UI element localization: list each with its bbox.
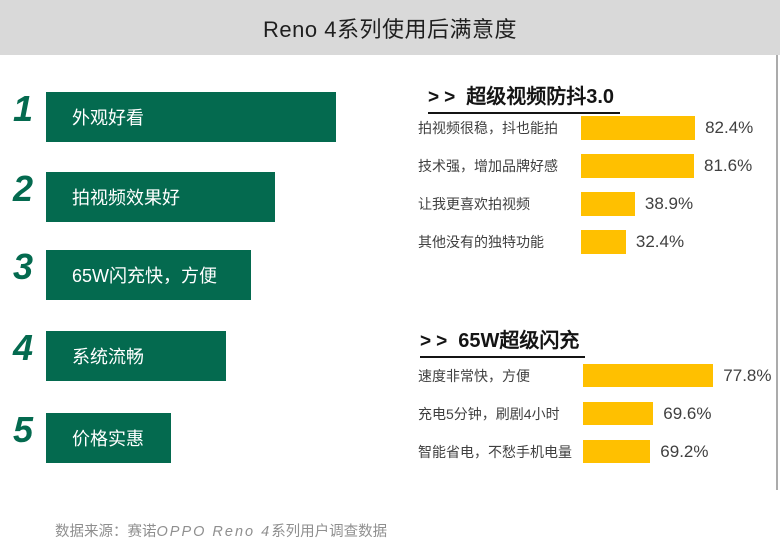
section-heading-text: 超级视频防抖3.0 xyxy=(466,86,615,108)
chart-row: 技术强，增加品牌好感 81.6% xyxy=(418,154,752,178)
data-bar xyxy=(583,402,654,425)
ranking-label: 系统流畅 xyxy=(72,347,144,367)
data-bar xyxy=(581,154,694,178)
ranking-row: 1 外观好看 xyxy=(0,88,336,142)
chart-row: 智能省电，不愁手机电量 69.2% xyxy=(418,440,709,463)
page-title: Reno 4系列使用后满意度 xyxy=(263,16,517,42)
ranking-bar: 外观好看 xyxy=(46,92,336,142)
data-bar xyxy=(581,230,626,254)
rank-number: 3 xyxy=(12,246,34,287)
source-suffix: 系列用户调查数据 xyxy=(271,524,388,540)
bar-label: 充电5分钟，刷剧4小时 xyxy=(418,405,560,422)
chevrons-icon: >> xyxy=(428,87,461,108)
rank-number: 4 xyxy=(12,327,34,368)
ranking-bar: 价格实惠 xyxy=(46,413,171,463)
ranking-label: 外观好看 xyxy=(72,108,144,128)
chevrons-icon: >> xyxy=(420,331,453,352)
ranking-row: 2 拍视频效果好 xyxy=(0,168,275,222)
data-bar xyxy=(581,116,696,140)
ranking-row: 4 系统流畅 xyxy=(0,327,226,381)
bar-label: 让我更喜欢拍视频 xyxy=(418,196,530,212)
ranking-label: 拍视频效果好 xyxy=(72,188,180,208)
ranking-bar: 拍视频效果好 xyxy=(46,172,275,222)
value-label: 69.2% xyxy=(660,441,709,461)
data-bar xyxy=(581,192,635,216)
ranking-bar: 系统流畅 xyxy=(46,331,226,381)
source-product-name: OPPO Reno 4 xyxy=(156,524,272,540)
chart-row: 让我更喜欢拍视频 38.9% xyxy=(418,192,693,216)
data-bar xyxy=(583,364,714,387)
ranking-row: 3 65W闪充快，方便 xyxy=(0,246,251,300)
source-prefix: 数据来源：赛诺 xyxy=(55,524,157,540)
ranking-label: 65W闪充快，方便 xyxy=(72,266,218,286)
section-heading-video-stabilization: >> 超级视频防抖3.0 xyxy=(428,80,621,114)
page-title-bar: Reno 4系列使用后满意度 xyxy=(0,0,780,55)
right-edge-divider xyxy=(776,55,778,490)
chart-row: 其他没有的独特功能 32.4% xyxy=(418,230,684,254)
data-source-note: 数据来源：赛诺OPPO Reno 4系列用户调查数据 xyxy=(55,520,387,541)
rank-number: 1 xyxy=(12,88,34,129)
bar-label: 拍视频很稳，抖也能拍 xyxy=(418,120,558,136)
bar-label: 速度非常快，方便 xyxy=(418,367,530,384)
chart-row: 充电5分钟，刷剧4小时 69.6% xyxy=(418,402,712,425)
ranking-row: 5 价格实惠 xyxy=(0,409,171,463)
ranking-label: 价格实惠 xyxy=(72,429,144,449)
section-heading-flash-charge: >> 65W超级闪充 xyxy=(420,324,586,358)
rank-number: 5 xyxy=(12,409,34,450)
value-label: 32.4% xyxy=(635,232,685,251)
bar-label: 其他没有的独特功能 xyxy=(418,234,544,250)
value-label: 69.6% xyxy=(663,403,712,423)
value-label: 77.8% xyxy=(723,365,772,385)
section-heading-text: 65W超级闪充 xyxy=(458,330,580,352)
value-label: 82.4% xyxy=(705,118,754,137)
ranking-bar: 65W闪充快，方便 xyxy=(46,250,251,300)
value-label: 38.9% xyxy=(644,194,694,213)
chart-row: 速度非常快，方便 77.8% xyxy=(418,364,772,387)
rank-number: 2 xyxy=(12,168,34,209)
bar-label: 技术强，增加品牌好感 xyxy=(418,158,558,174)
chart-row: 拍视频很稳，抖也能拍 82.4% xyxy=(418,116,753,140)
value-label: 81.6% xyxy=(704,156,753,175)
bar-label: 智能省电，不愁手机电量 xyxy=(418,443,572,460)
data-bar xyxy=(583,440,651,463)
